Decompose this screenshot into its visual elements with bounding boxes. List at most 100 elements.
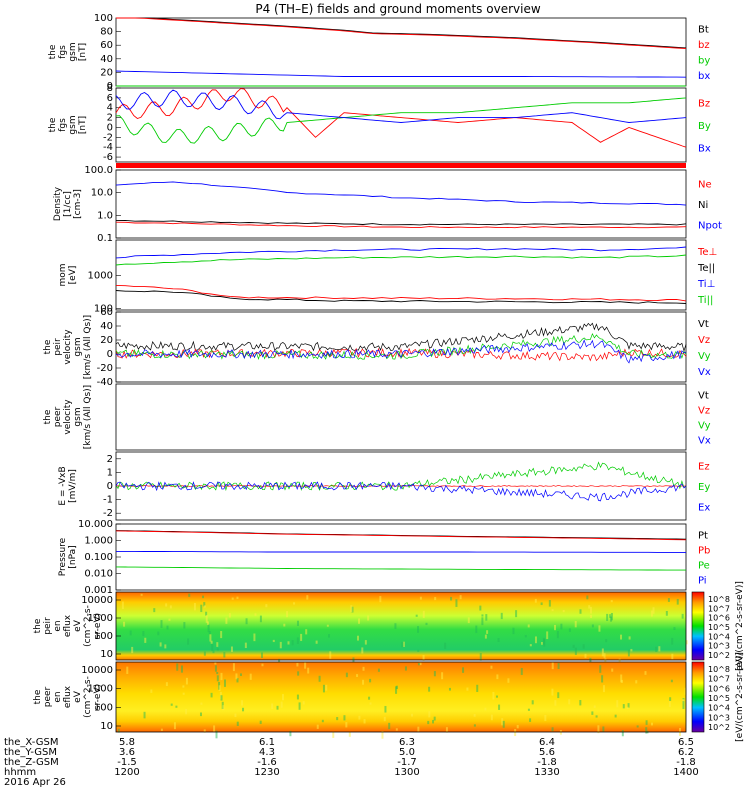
spectrogram-speck — [417, 726, 420, 732]
spectrogram-speck — [669, 697, 672, 701]
spectrogram-speck — [560, 623, 563, 630]
spectrogram-speck — [428, 711, 431, 718]
spectrogram-speck — [200, 604, 203, 613]
spectrogram-speck — [427, 720, 430, 725]
y-axis-label: velocity — [63, 399, 73, 435]
legend-entry: by — [698, 56, 710, 67]
spectrogram-speck — [620, 679, 623, 683]
legend-entry: Vy — [698, 420, 711, 431]
spectrogram-speck — [473, 724, 476, 727]
y-axis-label: peir — [43, 617, 53, 635]
spectrogram-speck — [259, 720, 262, 724]
series-line — [115, 220, 687, 226]
spectrogram-speck — [644, 671, 647, 675]
colorbar-tick: 10^2 — [708, 723, 730, 732]
x-row-label: hhmm — [4, 767, 36, 778]
spectrogram-speck — [591, 711, 594, 715]
y-axis-label: fgs — [58, 45, 68, 59]
spectrogram-speck — [142, 631, 145, 637]
spectrogram-speck — [185, 677, 188, 685]
y-axis-label: peer — [53, 406, 63, 427]
series-line — [115, 221, 687, 229]
spectrogram-speck — [281, 694, 284, 701]
spectrogram-speck — [210, 640, 213, 644]
spectrogram-speck — [658, 646, 661, 652]
spectrogram-speck — [228, 613, 231, 618]
y-axis-label: Density — [53, 186, 63, 221]
spectrogram-speck — [259, 615, 262, 623]
spectrogram-speck — [627, 703, 630, 708]
spectrogram-speck — [591, 624, 594, 628]
spectrogram-speck — [606, 613, 609, 622]
spectrogram-speck — [490, 714, 493, 721]
spectrogram-speck — [462, 667, 465, 673]
spectrogram-speck — [306, 595, 309, 600]
y-axis-label: [km/s (All Qs)] — [83, 385, 93, 449]
spectrogram-speck — [249, 673, 252, 680]
x-row-label: the_Y-GSM — [4, 747, 57, 758]
spectrogram-speck — [501, 718, 504, 726]
spectrogram-speck — [253, 633, 256, 642]
series-line — [115, 290, 687, 304]
spectrogram-speck — [455, 599, 458, 607]
spectrogram-speck — [210, 692, 213, 698]
y-tick-label: 20 — [100, 335, 113, 346]
y-tick-label: 6 — [107, 93, 113, 104]
x-tick-value: 1400 — [673, 767, 698, 778]
spectrogram-speck — [160, 728, 163, 731]
y-axis-label: eflux — [63, 685, 73, 708]
spectrogram-speck — [667, 598, 670, 602]
panel-frame — [115, 383, 687, 451]
legend-entry: By — [698, 121, 711, 132]
spectrogram-speck — [173, 722, 176, 730]
spectrogram-speck — [598, 625, 601, 632]
x-tick-value: -1.8 — [537, 757, 557, 768]
spectrogram-speck — [187, 638, 190, 645]
spectrogram-speck — [377, 668, 380, 672]
spectrogram-speck — [289, 730, 292, 737]
spectrogram-speck — [507, 678, 510, 683]
spectrogram-speck — [214, 662, 217, 665]
spectrogram-speck — [636, 725, 639, 728]
y-axis-label: eV — [73, 619, 83, 632]
y-tick-label: 100.0 — [84, 165, 113, 176]
colorbar-tick: 10^5 — [708, 623, 730, 632]
spectrogram-speck — [603, 653, 606, 658]
spectrogram-speck — [384, 705, 387, 713]
spectrogram-speck — [479, 605, 482, 611]
spectrogram-speck — [236, 677, 239, 683]
spectrogram-speck — [291, 640, 294, 646]
colorbar — [691, 661, 705, 733]
spectrogram — [116, 592, 686, 660]
spectrogram-speck — [492, 691, 495, 700]
spectrogram-speck — [159, 642, 162, 647]
spectrogram-speck — [574, 621, 577, 628]
spectrogram-speck — [214, 665, 217, 672]
y-tick-label: 10.0 — [91, 188, 113, 199]
spectrogram-speck — [527, 624, 530, 628]
spectrogram-speck — [601, 648, 604, 657]
spectrogram-speck — [328, 634, 331, 638]
legend-entry: Vx — [698, 435, 711, 446]
spectrogram-speck — [348, 731, 351, 737]
spectrogram-speck — [621, 730, 624, 737]
y-axis-label: [cm-3] — [73, 189, 83, 219]
spectrogram-speck — [165, 682, 168, 687]
spectrogram-speck — [548, 600, 551, 607]
spectrogram-speck — [351, 606, 354, 613]
panel-frame — [115, 239, 687, 311]
spectrogram-speck — [610, 600, 613, 603]
spectrogram-speck — [358, 715, 361, 720]
legend-entry: Vz — [698, 335, 710, 346]
spectrogram-speck — [417, 649, 420, 652]
spectrogram-speck — [466, 687, 469, 691]
spectrogram-speck — [481, 617, 484, 626]
y-axis-label: the — [33, 689, 43, 704]
spectrogram-speck — [614, 714, 617, 718]
spectrogram-speck — [143, 711, 146, 719]
y-tick-label: 1 — [107, 467, 113, 478]
spectrogram-speck — [369, 678, 372, 683]
spectrogram-speck — [557, 692, 560, 699]
spectrogram-speck — [131, 646, 134, 654]
spectrogram-speck — [332, 731, 335, 738]
